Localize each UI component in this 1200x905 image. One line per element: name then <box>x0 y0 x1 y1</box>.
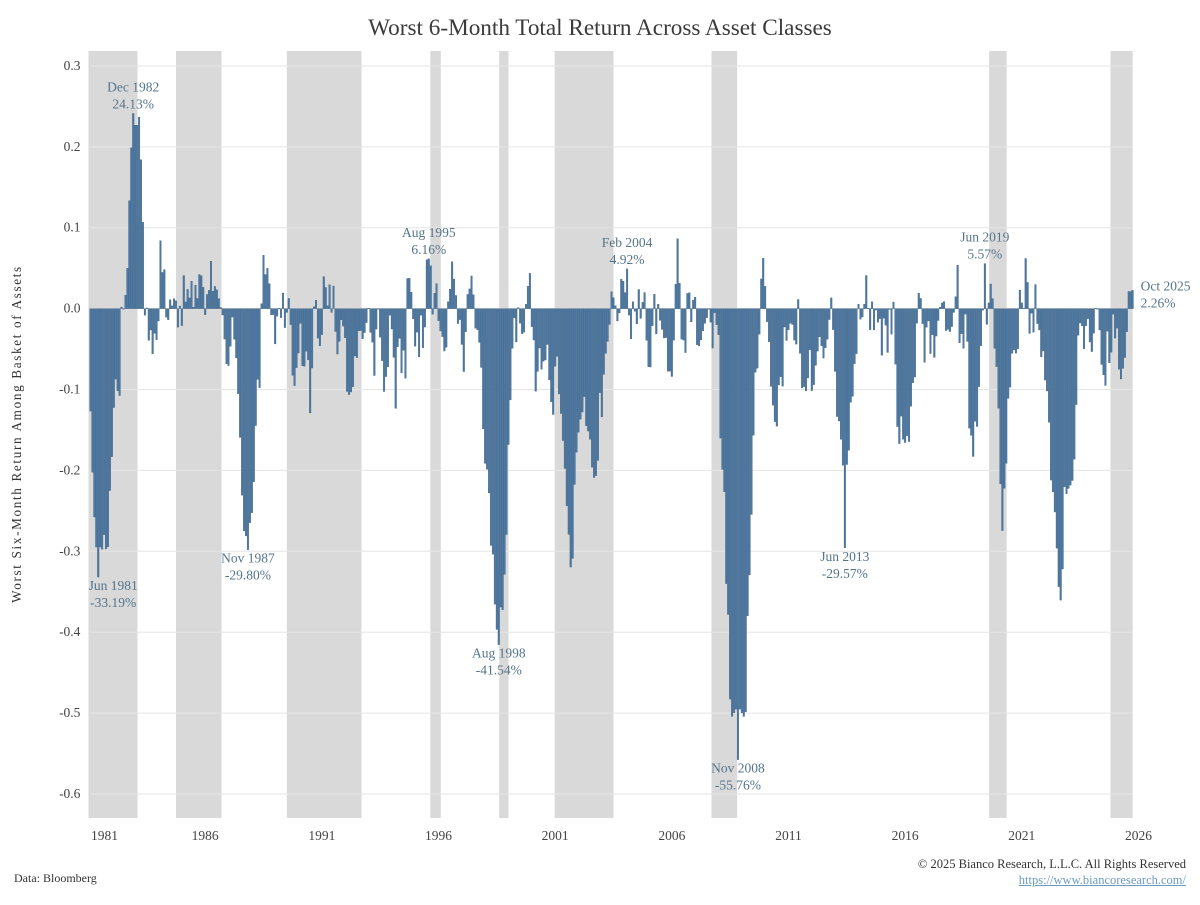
svg-text:0.1: 0.1 <box>64 220 81 235</box>
svg-text:Aug 1998: Aug 1998 <box>472 646 526 661</box>
svg-text:Aug 1995: Aug 1995 <box>402 225 456 240</box>
svg-text:Oct 2025: Oct 2025 <box>1141 278 1191 293</box>
svg-text:0.2: 0.2 <box>64 139 81 154</box>
svg-text:2011: 2011 <box>775 828 802 843</box>
svg-text:-29.80%: -29.80% <box>225 568 271 583</box>
svg-text:-41.54%: -41.54% <box>476 663 522 678</box>
svg-text:4.92%: 4.92% <box>610 252 645 267</box>
svg-text:1981: 1981 <box>91 828 118 843</box>
svg-text:-0.1: -0.1 <box>59 382 80 397</box>
svg-text:0.3: 0.3 <box>64 58 81 73</box>
svg-text:2006: 2006 <box>658 828 685 843</box>
svg-text:Nov 1987: Nov 1987 <box>221 551 275 566</box>
svg-text:-0.6: -0.6 <box>59 786 81 801</box>
svg-text:2001: 2001 <box>542 828 569 843</box>
svg-text:-0.5: -0.5 <box>59 705 81 720</box>
svg-text:Feb 2004: Feb 2004 <box>602 235 653 250</box>
svg-text:24.13%: 24.13% <box>112 96 154 111</box>
svg-text:Jun 1981: Jun 1981 <box>89 578 138 593</box>
svg-text:2016: 2016 <box>892 828 919 843</box>
svg-text:-0.3: -0.3 <box>59 543 81 558</box>
svg-text:6.16%: 6.16% <box>411 242 446 257</box>
svg-text:Jun 2019: Jun 2019 <box>960 230 1009 245</box>
svg-text:1991: 1991 <box>308 828 335 843</box>
svg-text:2.26%: 2.26% <box>1141 295 1176 310</box>
svg-text:-0.4: -0.4 <box>59 624 81 639</box>
svg-text:2026: 2026 <box>1125 828 1152 843</box>
svg-text:-55.76%: -55.76% <box>715 778 761 793</box>
svg-text:1996: 1996 <box>425 828 452 843</box>
svg-text:Dec 1982: Dec 1982 <box>107 79 159 94</box>
svg-text:5.57%: 5.57% <box>967 247 1002 262</box>
svg-text:Jun 2013: Jun 2013 <box>820 549 869 564</box>
svg-text:1986: 1986 <box>192 828 219 843</box>
svg-text:Nov 2008: Nov 2008 <box>711 761 765 776</box>
svg-text:-0.2: -0.2 <box>59 462 80 477</box>
svg-text:-29.57%: -29.57% <box>822 566 868 581</box>
svg-text:2021: 2021 <box>1008 828 1035 843</box>
svg-text:-33.19%: -33.19% <box>90 595 136 610</box>
svg-text:0.0: 0.0 <box>64 301 81 316</box>
